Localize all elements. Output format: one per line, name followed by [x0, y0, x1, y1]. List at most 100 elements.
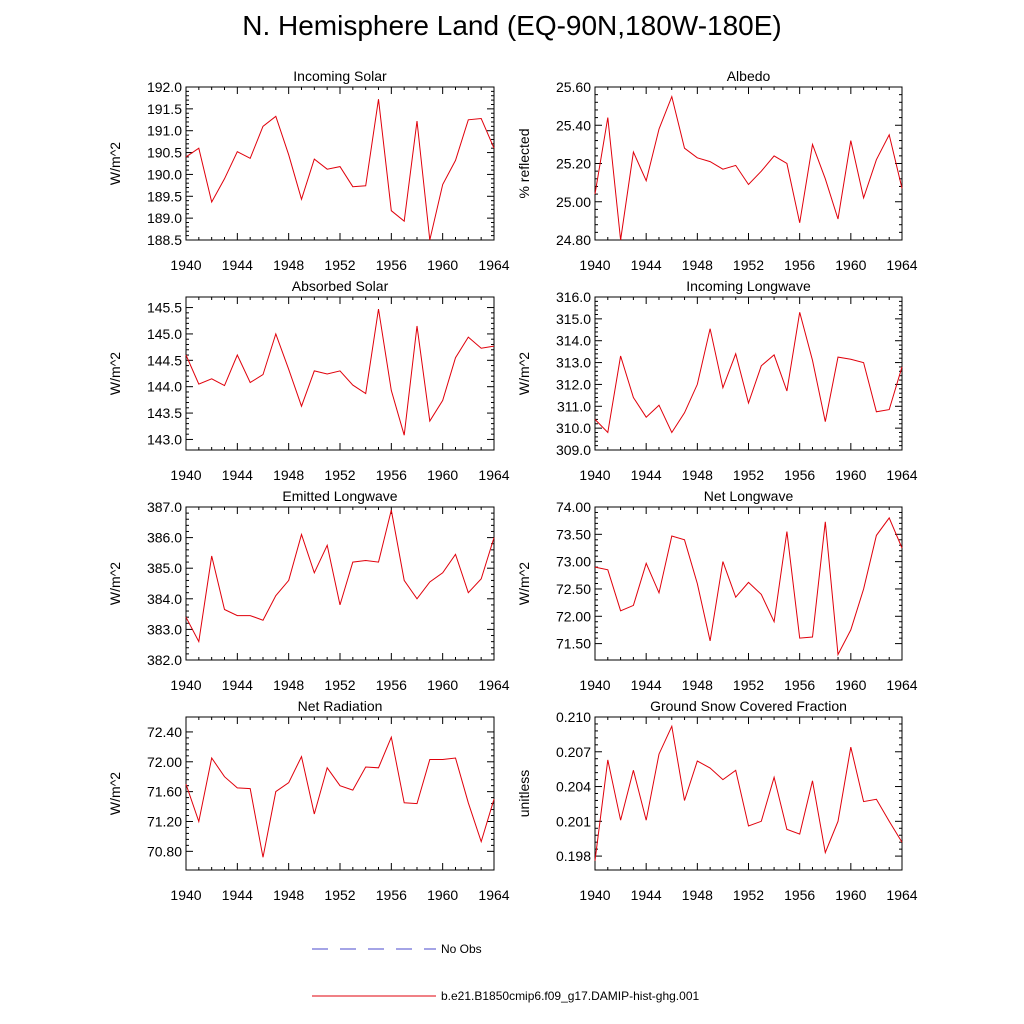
x-tick-label: 1948: [682, 467, 713, 483]
series-line: [185, 735, 495, 858]
y-tick-label: 72.50: [556, 581, 591, 597]
legend-model-label: b.e21.B1850cmip6.f09_g17.DAMIP-hist-ghg.…: [441, 989, 700, 1003]
x-tick-label: 1964: [886, 467, 917, 483]
x-tick-label: 1964: [478, 887, 509, 903]
y-tick-label: 309.0: [556, 442, 591, 458]
y-tick-label: 71.60: [147, 784, 182, 800]
y-tick-label: 382.0: [147, 652, 182, 668]
y-tick-label: 71.50: [556, 636, 591, 652]
y-tick-label: 190.5: [147, 145, 182, 161]
x-tick-label: 1948: [682, 677, 713, 693]
x-tick-label: 1940: [579, 887, 610, 903]
series-line: [594, 724, 903, 861]
series-line: [185, 309, 495, 436]
y-tick-label: 312.0: [556, 376, 591, 392]
y-tick-label: 144.0: [147, 379, 182, 395]
x-tick-label: 1964: [478, 677, 509, 693]
panel-title: Ground Snow Covered Fraction: [650, 698, 847, 714]
x-tick-label: 1960: [835, 257, 866, 273]
x-tick-label: 1960: [427, 887, 458, 903]
x-tick-label: 1960: [835, 887, 866, 903]
x-tick-label: 1948: [682, 257, 713, 273]
x-tick-label: 1948: [273, 467, 304, 483]
x-tick-label: 1956: [784, 677, 815, 693]
y-tick-label: 313.0: [556, 355, 591, 371]
y-tick-label: 143.0: [147, 431, 182, 447]
y-axis-label: unitless: [516, 770, 532, 817]
panel-title: Emitted Longwave: [282, 488, 397, 504]
y-tick-label: 145.5: [147, 300, 182, 316]
x-tick-label: 1952: [324, 257, 355, 273]
x-tick-label: 1952: [733, 467, 764, 483]
panel-1: Incoming Solar W/m^2 188.5 189.0 189.5 190.0 1…: [107, 68, 510, 273]
series-line: [594, 94, 903, 241]
y-tick-label: 25.20: [556, 156, 591, 172]
series-line: [594, 516, 903, 657]
x-tick-label: 1940: [170, 257, 201, 273]
x-tick-label: 1964: [478, 467, 509, 483]
x-tick-label: 1952: [324, 887, 355, 903]
x-tick-label: 1940: [170, 677, 201, 693]
y-tick-label: 0.210: [556, 709, 591, 725]
y-axis-label: W/m^2: [516, 562, 532, 605]
y-axis-label: W/m^2: [107, 772, 123, 815]
y-tick-label: 0.207: [556, 744, 591, 760]
panel-title: Incoming Solar: [293, 68, 387, 84]
x-tick-label: 1944: [631, 677, 662, 693]
x-tick-label: 1944: [631, 887, 662, 903]
panel-title: Incoming Longwave: [686, 278, 811, 294]
panel-8: Ground Snow Covered Fraction unitless 0.19…: [516, 698, 918, 903]
x-tick-label: 1948: [273, 257, 304, 273]
x-tick-label: 1944: [222, 467, 253, 483]
series-line: [594, 312, 903, 434]
y-tick-label: 315.0: [556, 311, 591, 327]
y-tick-label: 72.00: [147, 754, 182, 770]
y-tick-label: 189.0: [147, 210, 182, 226]
y-tick-label: 73.00: [556, 554, 591, 570]
y-tick-label: 25.00: [556, 194, 591, 210]
x-tick-label: 1964: [886, 677, 917, 693]
x-tick-label: 1948: [273, 677, 304, 693]
x-tick-label: 1960: [835, 677, 866, 693]
panel-6: Net Longwave W/m^2 71.50 72.00 72.50 73.00 73.…: [516, 488, 918, 693]
x-tick-label: 1940: [579, 677, 610, 693]
y-tick-label: 310.0: [556, 420, 591, 436]
y-tick-label: 143.5: [147, 405, 182, 421]
y-tick-label: 144.5: [147, 352, 182, 368]
x-tick-label: 1948: [273, 887, 304, 903]
x-tick-label: 1952: [324, 677, 355, 693]
x-tick-label: 1956: [784, 887, 815, 903]
y-tick-label: 74.00: [556, 499, 591, 515]
y-tick-label: 192.0: [147, 79, 182, 95]
y-tick-label: 70.80: [147, 843, 182, 859]
x-tick-label: 1952: [733, 887, 764, 903]
panel-title: Net Radiation: [298, 698, 383, 714]
y-tick-label: 191.5: [147, 101, 182, 117]
panel-2: Albedo % reflected 24.80 25.00 25.20 25.40 25.…: [516, 68, 918, 273]
y-tick-label: 190.0: [147, 166, 182, 182]
y-tick-label: 145.0: [147, 326, 182, 342]
panel-4: Incoming Longwave W/m^2 309.0 310.0 311.0 312…: [516, 278, 918, 483]
y-tick-label: 386.0: [147, 530, 182, 546]
x-tick-label: 1944: [222, 677, 253, 693]
y-axis-label: W/m^2: [516, 352, 532, 395]
x-tick-label: 1944: [631, 257, 662, 273]
y-axis-label: W/m^2: [107, 562, 123, 605]
y-tick-label: 72.40: [147, 724, 182, 740]
x-tick-label: 1952: [733, 257, 764, 273]
series-line: [185, 509, 495, 644]
x-tick-label: 1956: [376, 257, 407, 273]
panel-7: Net Radiation W/m^2 70.80 71.20 71.60 72.00 72…: [107, 698, 510, 903]
y-tick-label: 0.204: [556, 779, 591, 795]
y-tick-label: 311.0: [557, 398, 591, 414]
x-tick-label: 1964: [478, 257, 509, 273]
y-tick-label: 385.0: [147, 560, 182, 576]
series-line: [185, 99, 495, 241]
x-tick-label: 1940: [579, 467, 610, 483]
y-tick-label: 384.0: [147, 591, 182, 607]
y-tick-label: 71.20: [147, 813, 182, 829]
y-tick-label: 24.80: [556, 232, 591, 248]
y-tick-label: 0.201: [556, 813, 591, 829]
legend-obs-label: No Obs: [441, 942, 482, 956]
